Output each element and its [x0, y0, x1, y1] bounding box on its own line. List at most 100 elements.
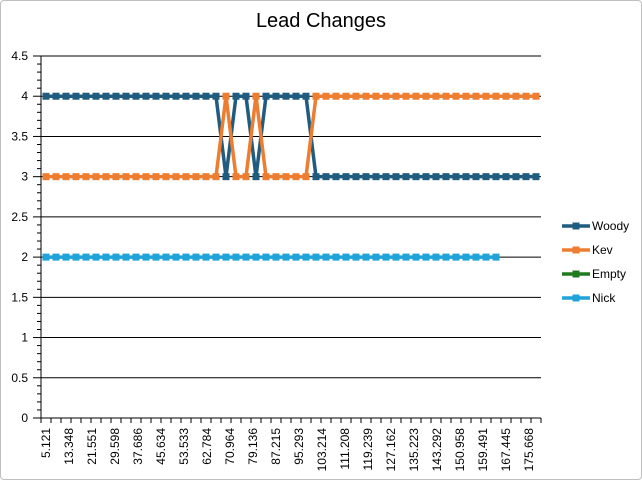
data-point [382, 173, 390, 181]
data-point [172, 253, 180, 261]
gridlines [41, 55, 541, 379]
data-point [322, 92, 330, 100]
data-point [102, 173, 110, 181]
x-tick-label: 167.445 [499, 428, 513, 472]
data-point [252, 173, 260, 181]
x-tick-label: 95.293 [292, 428, 306, 465]
series-woody [42, 92, 540, 181]
data-point [282, 253, 290, 261]
data-point [442, 173, 450, 181]
x-tick-label: 175.668 [522, 428, 536, 472]
x-tick-label: 53.533 [177, 428, 191, 465]
data-point [452, 173, 460, 181]
data-point [342, 253, 350, 261]
data-point [232, 253, 240, 261]
data-point [42, 92, 50, 100]
data-point [72, 173, 80, 181]
data-point [132, 92, 140, 100]
data-point [222, 173, 230, 181]
series-group [42, 92, 540, 261]
data-point [332, 92, 340, 100]
data-point [152, 92, 160, 100]
data-point [132, 173, 140, 181]
data-point [262, 253, 270, 261]
data-point [192, 173, 200, 181]
x-tick-label: 13.348 [62, 428, 76, 465]
data-point [272, 173, 280, 181]
data-point [42, 253, 50, 261]
data-point [342, 92, 350, 100]
data-point [62, 173, 70, 181]
data-point [502, 92, 510, 100]
data-point [222, 253, 230, 261]
data-point [192, 253, 200, 261]
y-tick-label: 2 [21, 250, 28, 264]
x-tick-label: 159.491 [476, 428, 490, 472]
data-point [492, 173, 500, 181]
data-point [332, 173, 340, 181]
data-point [52, 253, 60, 261]
data-point [482, 253, 490, 261]
data-point [122, 92, 130, 100]
data-point [302, 92, 310, 100]
data-point [112, 253, 120, 261]
y-tick-label: 3.5 [11, 129, 28, 143]
data-point [422, 173, 430, 181]
data-point [352, 173, 360, 181]
data-point [422, 92, 430, 100]
x-tick-label: 45.634 [154, 428, 168, 465]
data-point [302, 253, 310, 261]
data-point [182, 253, 190, 261]
data-point [392, 253, 400, 261]
data-point [92, 173, 100, 181]
legend-swatch-marker [572, 246, 580, 254]
x-tick-label: 87.215 [269, 428, 283, 465]
x-tick-label: 62.784 [200, 428, 214, 465]
data-point [82, 173, 90, 181]
legend-label: Empty [592, 267, 626, 281]
data-point [122, 253, 130, 261]
data-point [512, 92, 520, 100]
x-tick-label: 150.958 [453, 428, 467, 472]
x-tick-label: 127.162 [384, 428, 398, 472]
data-point [242, 173, 250, 181]
y-tick-label: 2.5 [11, 210, 28, 224]
data-point [482, 92, 490, 100]
data-point [72, 92, 80, 100]
data-point [392, 173, 400, 181]
data-point [412, 173, 420, 181]
data-point [232, 173, 240, 181]
legend-item-kev: Kev [562, 243, 613, 257]
data-point [152, 173, 160, 181]
data-point [272, 92, 280, 100]
data-point [212, 92, 220, 100]
x-tick-label: 79.136 [246, 428, 260, 465]
data-point [512, 173, 520, 181]
data-point [292, 253, 300, 261]
data-point [462, 92, 470, 100]
data-point [222, 92, 230, 100]
x-tick-label: 37.686 [131, 428, 145, 465]
data-point [492, 253, 500, 261]
data-point [322, 173, 330, 181]
data-point [202, 92, 210, 100]
data-point [442, 92, 450, 100]
data-point [132, 253, 140, 261]
data-point [172, 92, 180, 100]
data-point [112, 173, 120, 181]
data-point [142, 92, 150, 100]
series-nick [42, 253, 500, 261]
data-point [162, 253, 170, 261]
data-point [492, 92, 500, 100]
data-point [372, 253, 380, 261]
y-axis: 0 0.5 1 1.5 2 2.5 3 3.5 4 4.5 [11, 49, 42, 425]
x-axis: 5.121 13.348 21.551 29.598 37.686 45.634 53.53… [39, 417, 542, 472]
data-point [212, 253, 220, 261]
data-point [42, 173, 50, 181]
data-point [282, 92, 290, 100]
x-tick-label: 21.551 [85, 428, 99, 465]
data-point [252, 253, 260, 261]
data-point [472, 92, 480, 100]
data-point [382, 92, 390, 100]
